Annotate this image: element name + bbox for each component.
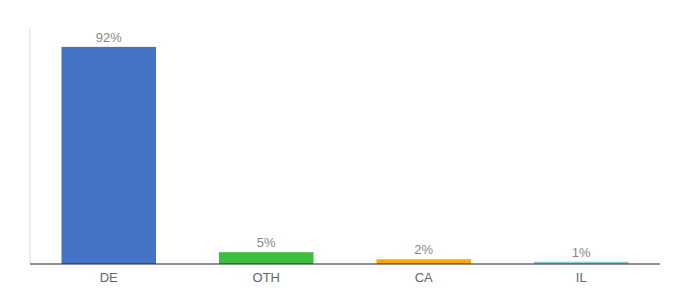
x-axis-line bbox=[30, 263, 660, 264]
chart-svg: 92% 5% 2% 1% DE OTH CA IL bbox=[0, 0, 680, 300]
x-tick-label: IL bbox=[576, 270, 587, 285]
x-tick-label: CA bbox=[415, 270, 433, 285]
data-label: 5% bbox=[257, 235, 276, 250]
bar bbox=[377, 259, 472, 264]
data-label: 1% bbox=[572, 245, 591, 260]
data-label: 2% bbox=[414, 242, 433, 257]
x-tick-label: OTH bbox=[253, 270, 280, 285]
chart-container: 92% 5% 2% 1% DE OTH CA IL bbox=[0, 0, 680, 300]
y-axis-line bbox=[30, 28, 31, 264]
x-tick-label: DE bbox=[100, 270, 118, 285]
bar bbox=[62, 47, 157, 264]
data-label: 92% bbox=[96, 30, 122, 45]
bars bbox=[62, 47, 629, 264]
bar bbox=[219, 252, 314, 264]
